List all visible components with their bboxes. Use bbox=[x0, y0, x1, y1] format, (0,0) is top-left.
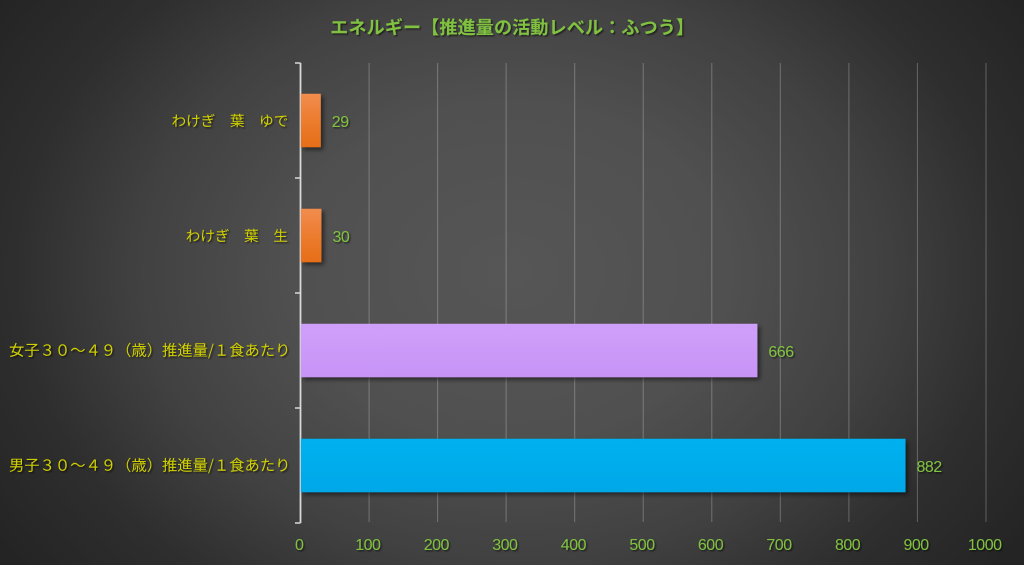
svg-text:600: 600 bbox=[698, 537, 724, 554]
svg-text:800: 800 bbox=[835, 537, 861, 554]
svg-text:400: 400 bbox=[561, 537, 587, 554]
svg-text:900: 900 bbox=[903, 537, 929, 554]
svg-text:30: 30 bbox=[333, 229, 350, 246]
svg-text:1000: 1000 bbox=[968, 537, 1002, 554]
svg-text:200: 200 bbox=[424, 537, 450, 554]
svg-text:700: 700 bbox=[766, 537, 792, 554]
svg-text:0: 0 bbox=[295, 537, 304, 554]
svg-text:500: 500 bbox=[629, 537, 655, 554]
svg-text:29: 29 bbox=[332, 114, 349, 131]
svg-text:100: 100 bbox=[355, 537, 381, 554]
svg-text:300: 300 bbox=[492, 537, 518, 554]
svg-text:882: 882 bbox=[917, 459, 943, 476]
svg-text:666: 666 bbox=[768, 344, 794, 361]
